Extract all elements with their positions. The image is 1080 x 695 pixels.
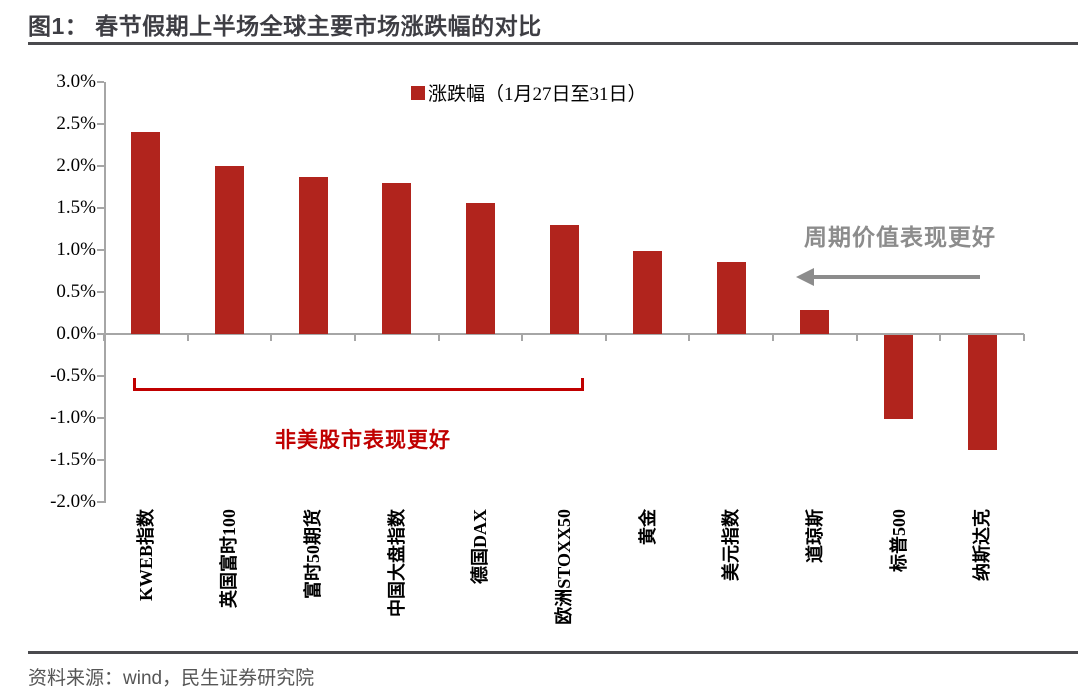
y-tick-label: 3.0% xyxy=(56,71,96,92)
x-tick-mark xyxy=(855,334,858,341)
x-tick-mark xyxy=(353,334,356,341)
x-tick-mark xyxy=(437,334,440,341)
title-divider xyxy=(28,42,1078,45)
y-tick-label: 0.0% xyxy=(56,323,96,344)
category-label: 标普500 xyxy=(888,509,909,572)
legend: 涨跌幅（1月27日至31日） xyxy=(411,79,647,106)
y-tick-mark xyxy=(97,249,104,251)
y-tick-label: -0.5% xyxy=(50,365,96,386)
y-tick-mark xyxy=(97,459,104,461)
y-tick-label: 1.0% xyxy=(56,239,96,260)
bar-标普500 xyxy=(884,335,914,419)
source-note: 资料来源：wind，民生证券研究院 xyxy=(28,668,315,689)
bar-黄金 xyxy=(633,250,663,334)
left-arrow-icon xyxy=(796,268,814,286)
y-tick-mark xyxy=(97,81,104,83)
y-tick-mark xyxy=(97,291,104,293)
category-label: 中国大盘指数 xyxy=(386,509,407,617)
y-axis xyxy=(104,82,106,503)
category-label: 英国富时100 xyxy=(219,509,240,608)
x-tick-mark xyxy=(270,334,273,341)
x-tick-mark xyxy=(688,334,691,341)
legend-swatch-icon xyxy=(411,85,425,100)
cycle-value-annotation: 周期价值表现更好 xyxy=(804,225,996,250)
y-tick-label: 2.0% xyxy=(56,155,96,176)
y-tick-label: 2.5% xyxy=(56,113,96,134)
category-label: 德国DAX xyxy=(470,509,491,584)
bar-道琼斯 xyxy=(800,310,830,334)
y-tick-mark xyxy=(97,165,104,167)
bar-KWEB指数 xyxy=(131,132,161,334)
x-tick-mark xyxy=(1023,334,1025,341)
x-tick-mark xyxy=(772,334,775,341)
category-label: 富时50期货 xyxy=(303,509,324,599)
x-tick-mark xyxy=(103,334,105,341)
left-arrow-shaft xyxy=(812,275,980,279)
bar-富时50期货 xyxy=(298,176,328,334)
x-axis xyxy=(104,333,1024,335)
category-label: 美元指数 xyxy=(721,509,742,581)
x-tick-mark xyxy=(939,334,942,341)
bar-欧洲STOXX50 xyxy=(549,224,579,334)
x-tick-mark xyxy=(604,334,607,341)
y-tick-mark xyxy=(97,501,104,503)
y-tick-mark xyxy=(97,375,104,377)
y-tick-label: 0.5% xyxy=(56,281,96,302)
bar-德国DAX xyxy=(465,202,495,334)
non-us-annotation: 非美股市表现更好 xyxy=(275,428,451,452)
category-label: KWEB指数 xyxy=(135,509,156,602)
figure-title: 图1： 春节假期上半场全球主要市场涨跌幅的对比 xyxy=(28,13,542,39)
y-tick-mark xyxy=(97,123,104,125)
bar-美元指数 xyxy=(716,261,746,334)
bar-中国大盘指数 xyxy=(382,182,412,334)
y-tick-label: -1.0% xyxy=(50,407,96,428)
category-label: 欧洲STOXX50 xyxy=(554,509,574,625)
y-tick-label: 1.5% xyxy=(56,197,96,218)
x-tick-mark xyxy=(186,334,189,341)
footer-divider xyxy=(28,651,1078,654)
y-tick-mark xyxy=(97,417,104,419)
category-label: 黄金 xyxy=(637,509,658,545)
non-us-bracket xyxy=(133,378,584,391)
y-tick-label: -2.0% xyxy=(50,491,96,512)
bar-英国富时100 xyxy=(214,166,244,334)
legend-label: 涨跌幅（1月27日至31日） xyxy=(428,84,647,105)
bar-纳斯达克 xyxy=(967,335,997,451)
category-label: 纳斯达克 xyxy=(972,509,993,581)
y-tick-mark xyxy=(97,333,104,335)
category-label: 道琼斯 xyxy=(804,509,825,563)
y-tick-label: -1.5% xyxy=(50,449,96,470)
y-tick-mark xyxy=(97,207,104,209)
x-tick-mark xyxy=(521,334,524,341)
